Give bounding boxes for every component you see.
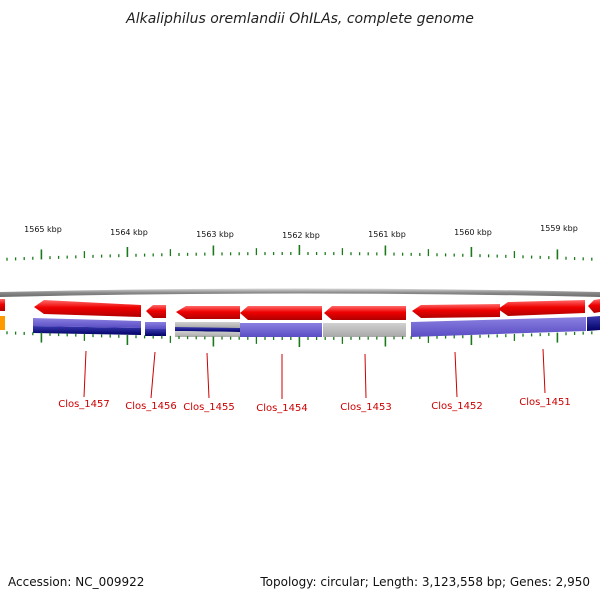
genome-backbone [0,288,600,297]
genome-summary-text: Topology: circular; Length: 3,123,558 bp… [259,575,590,589]
gene-arrow [176,306,240,319]
grey-band [175,322,240,328]
gene-label: Clos_1451 [519,397,571,408]
gene-arrow [146,305,166,318]
forward-gene-track [0,299,600,320]
orange-band [0,316,5,330]
gene-arrow [412,304,500,318]
grey-band [323,323,406,337]
dark-blue-band [175,327,240,332]
ruler-label: 1563 kbp [196,230,234,239]
label-leader-line [364,353,367,399]
gene-label: Clos_1456 [125,401,177,412]
dark-blue-band [33,326,141,335]
map-title: Alkaliphilus oremlandii OhILAs, complete… [125,11,474,27]
ruler-label: 1562 kbp [282,231,320,240]
gene-labels: Clos_1457 Clos_1456 Clos_1455 Clos_1454 … [58,348,571,414]
grey-band [175,331,240,337]
dark-blue-band [587,316,600,331]
outer-tick-marks [6,245,593,261]
gene-label: Clos_1453 [340,402,392,413]
gene-arrow [498,300,585,316]
mid-blue-band [145,322,166,329]
ruler-label: 1561 kbp [368,230,406,239]
dark-blue-band [145,329,166,336]
ruler-label: 1559 kbp [540,224,578,233]
mid-blue-band [240,323,322,337]
gene-label: Clos_1455 [183,402,235,413]
label-leader-line [206,352,210,399]
gene-arrow [588,299,600,313]
gene-arrow [240,306,322,320]
gene-arrow [324,306,406,320]
gene-label: Clos_1457 [58,399,110,410]
accession-text: Accession: NC_009922 [8,575,144,589]
mid-blue-band [411,317,586,337]
gene-arrow [34,300,141,317]
label-leader-line [150,351,156,399]
label-leader-line [454,351,458,398]
ruler-label: 1560 kbp [454,228,492,237]
label-leader-line [83,350,87,398]
ruler-labels: 1565 kbp 1564 kbp 1563 kbp 1562 kbp 1561… [24,224,578,240]
inner-tick-marks [6,331,593,347]
ruler-label: 1565 kbp [24,225,62,234]
mid-blue-band [33,318,141,328]
label-leader-line [542,348,546,394]
gene-label: Clos_1454 [256,403,308,414]
feature-band-track [0,316,600,337]
gene-label: Clos_1452 [431,401,483,412]
gene-arrow [0,299,5,311]
ruler-label: 1564 kbp [110,228,148,237]
